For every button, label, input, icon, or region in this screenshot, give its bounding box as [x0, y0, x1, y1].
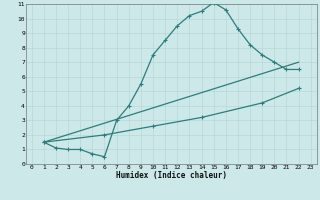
X-axis label: Humidex (Indice chaleur): Humidex (Indice chaleur) [116, 171, 227, 180]
